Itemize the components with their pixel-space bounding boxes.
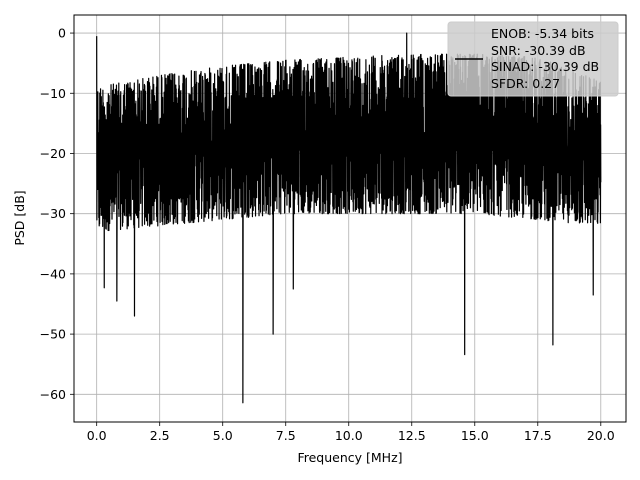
x-tick-label: 7.5 <box>276 428 296 443</box>
x-tick-label: 12.5 <box>398 428 426 443</box>
x-tick-label: 20.0 <box>587 428 615 443</box>
y-tick-label: −50 <box>40 327 66 342</box>
legend-snr: SNR: -30.39 dB <box>491 43 586 58</box>
legend-sinad: SINAD: -30.39 dB <box>491 59 599 74</box>
plot-frame <box>73 14 627 423</box>
x-tick-label: 10.0 <box>335 428 363 443</box>
legend-sfdr: SFDR: 0.27 <box>491 76 560 91</box>
y-tick-label: −30 <box>40 206 66 221</box>
x-tick-label: 5.0 <box>213 428 233 443</box>
y-axis-label: PSD [dB] <box>12 190 27 245</box>
y-tick-label: −10 <box>40 86 66 101</box>
y-tick-label: −40 <box>40 266 66 281</box>
legend-box <box>447 21 619 97</box>
y-tick-label: 0 <box>58 26 66 41</box>
y-tick-label: −60 <box>40 387 66 402</box>
x-tick-label: 17.5 <box>524 428 552 443</box>
x-axis-label: Frequency [MHz] <box>297 450 402 465</box>
y-tick-label: −20 <box>40 146 66 161</box>
x-tick-label: 2.5 <box>150 428 170 443</box>
x-tick-label: 0.0 <box>87 428 107 443</box>
x-tick-label: 15.0 <box>461 428 489 443</box>
ticks: 0.0 2.5 5.0 7.5 10.0 12.5 15.0 17.5 20.0 0 −10 −20 −… <box>40 26 615 443</box>
legend: ENOB: -5.34 bits SNR: -30.39 dB SINAD: -… <box>447 21 619 97</box>
legend-enob: ENOB: -5.34 bits <box>491 26 594 41</box>
